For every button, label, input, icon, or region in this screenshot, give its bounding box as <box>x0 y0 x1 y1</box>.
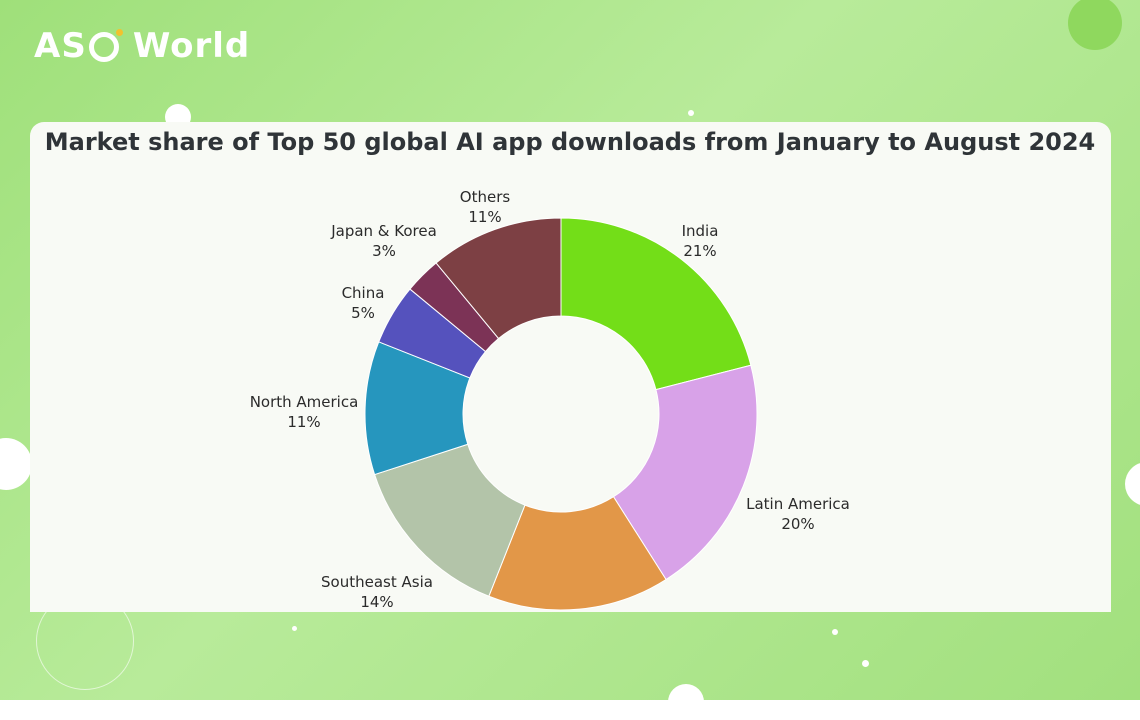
slice-percent-label: 3% <box>372 242 396 260</box>
slice-percent-label: 5% <box>351 304 375 322</box>
slice-label: Latin America <box>746 495 850 513</box>
logo-text-left: AS <box>34 26 87 66</box>
slice-label: Southeast Asia <box>321 573 433 591</box>
slice-label: China <box>342 284 385 302</box>
slice-percent-label: 20% <box>781 515 814 533</box>
slice-percent-label: 21% <box>683 242 716 260</box>
donut-slice-india <box>560 217 752 391</box>
donut-slice-latin-america <box>612 364 758 581</box>
donut-chart: India 21% Latin America 20% Southeast Asia 14… <box>250 188 850 611</box>
deco-dot <box>688 110 694 116</box>
logo-o-icon <box>88 29 123 62</box>
deco-dot <box>832 629 838 635</box>
slice-percent-label: 11% <box>468 208 501 226</box>
slice-label: Japan & Korea <box>330 222 437 240</box>
aso-world-logo: AS World <box>34 26 250 66</box>
slice-label: North America <box>250 393 359 411</box>
deco-dot <box>862 660 869 667</box>
deco-circle <box>1125 462 1140 506</box>
deco-dot <box>292 626 297 631</box>
slice-label: India <box>682 222 719 240</box>
slice-label: Others <box>460 188 511 206</box>
donut-slice-others <box>435 217 562 340</box>
chart-title: Market share of Top 50 global AI app dow… <box>44 128 1096 156</box>
slice-percent-label: 11% <box>287 413 320 431</box>
deco-circle <box>1068 0 1122 50</box>
slice-percent-label: 14% <box>360 593 393 611</box>
logo-text-right: World <box>132 26 251 66</box>
